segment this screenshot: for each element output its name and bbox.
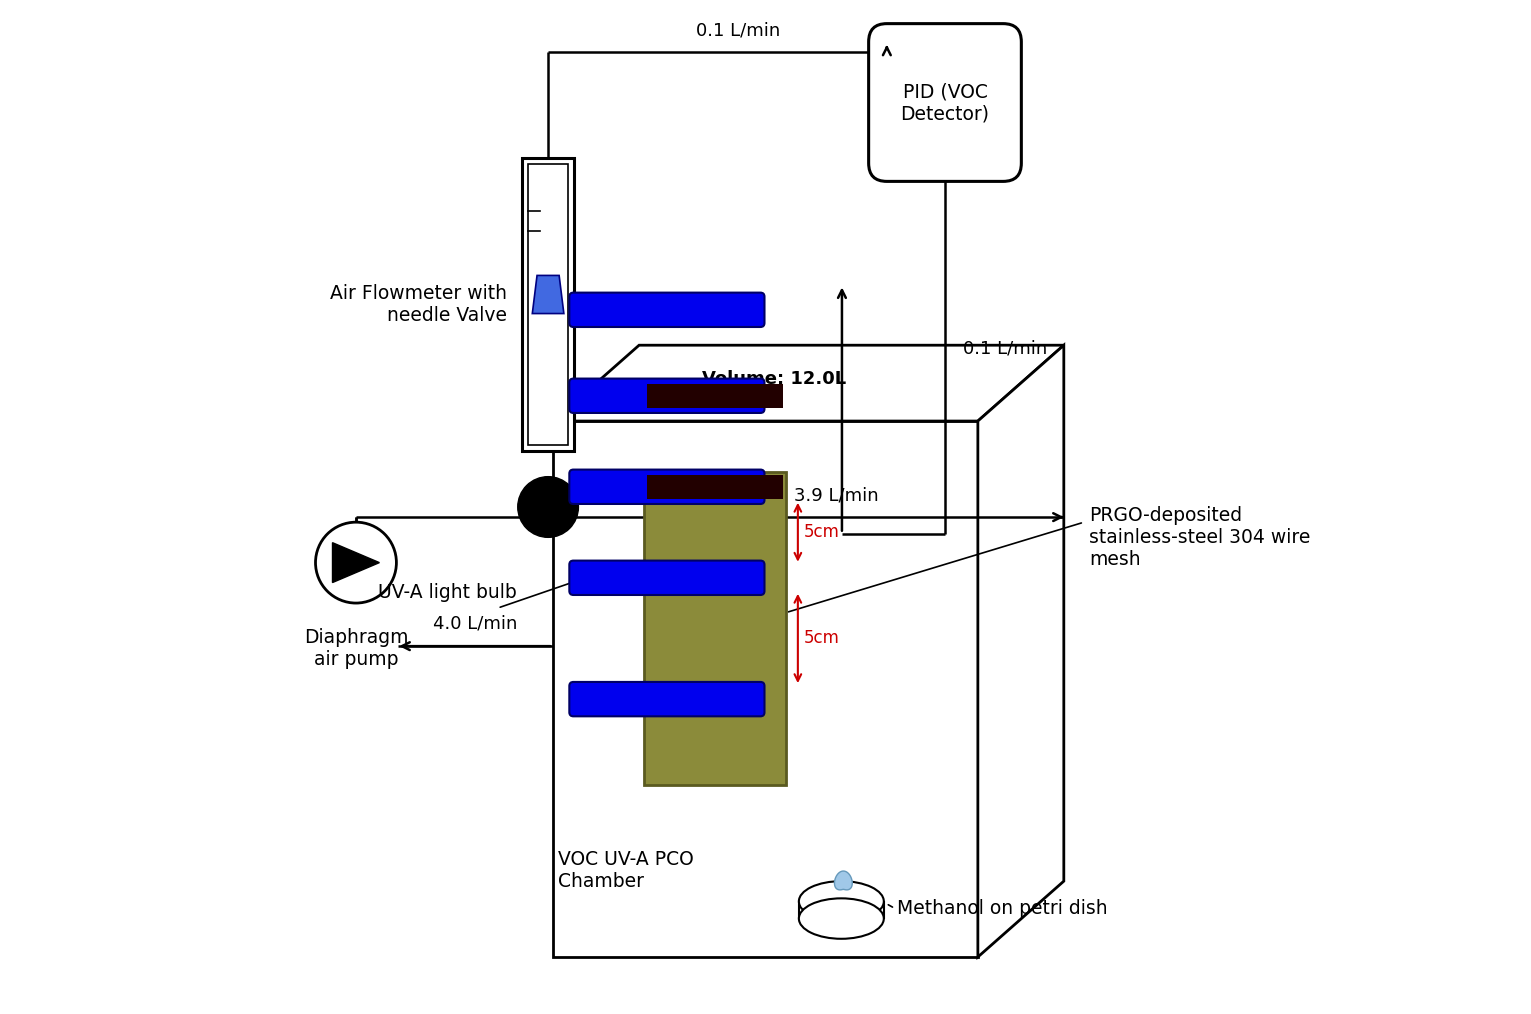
Circle shape: [315, 522, 397, 603]
Text: PRGO-deposited
stainless-steel 304 wire
mesh: PRGO-deposited stainless-steel 304 wire …: [1089, 506, 1311, 569]
Polygon shape: [533, 276, 563, 313]
Text: VOC UV-A PCO
Chamber: VOC UV-A PCO Chamber: [559, 851, 694, 891]
Circle shape: [517, 477, 579, 537]
Polygon shape: [978, 345, 1064, 957]
Text: 5cm: 5cm: [804, 630, 841, 648]
FancyBboxPatch shape: [868, 23, 1021, 182]
Bar: [648, 383, 782, 408]
FancyBboxPatch shape: [570, 378, 764, 413]
Text: Diaphragm
air pump: Diaphragm air pump: [303, 629, 409, 669]
Polygon shape: [332, 542, 380, 583]
Bar: [645, 472, 785, 785]
Bar: [553, 421, 978, 957]
FancyBboxPatch shape: [570, 469, 764, 504]
Polygon shape: [834, 871, 853, 890]
Text: 3.9 L/min: 3.9 L/min: [795, 487, 879, 505]
Text: PID (VOC
Detector): PID (VOC Detector): [900, 82, 989, 123]
Text: Air Flowmeter with
needle Valve: Air Flowmeter with needle Valve: [329, 284, 507, 325]
Bar: [522, 158, 574, 451]
Text: UV-A light bulb: UV-A light bulb: [378, 583, 516, 602]
Polygon shape: [553, 345, 1064, 421]
Text: 4.0 L/min: 4.0 L/min: [433, 615, 517, 633]
FancyBboxPatch shape: [570, 561, 764, 595]
FancyBboxPatch shape: [570, 293, 764, 327]
Text: 0.1 L/min: 0.1 L/min: [963, 340, 1047, 357]
Text: 0.1 L/min: 0.1 L/min: [695, 22, 779, 40]
Ellipse shape: [799, 898, 883, 939]
Text: 5cm: 5cm: [804, 523, 841, 541]
Bar: [648, 475, 782, 499]
Bar: [528, 164, 568, 445]
Text: Volume: 12.0L: Volume: 12.0L: [703, 370, 847, 388]
Text: Methanol on petri dish: Methanol on petri dish: [897, 899, 1107, 918]
FancyBboxPatch shape: [570, 682, 764, 716]
Ellipse shape: [799, 881, 883, 922]
